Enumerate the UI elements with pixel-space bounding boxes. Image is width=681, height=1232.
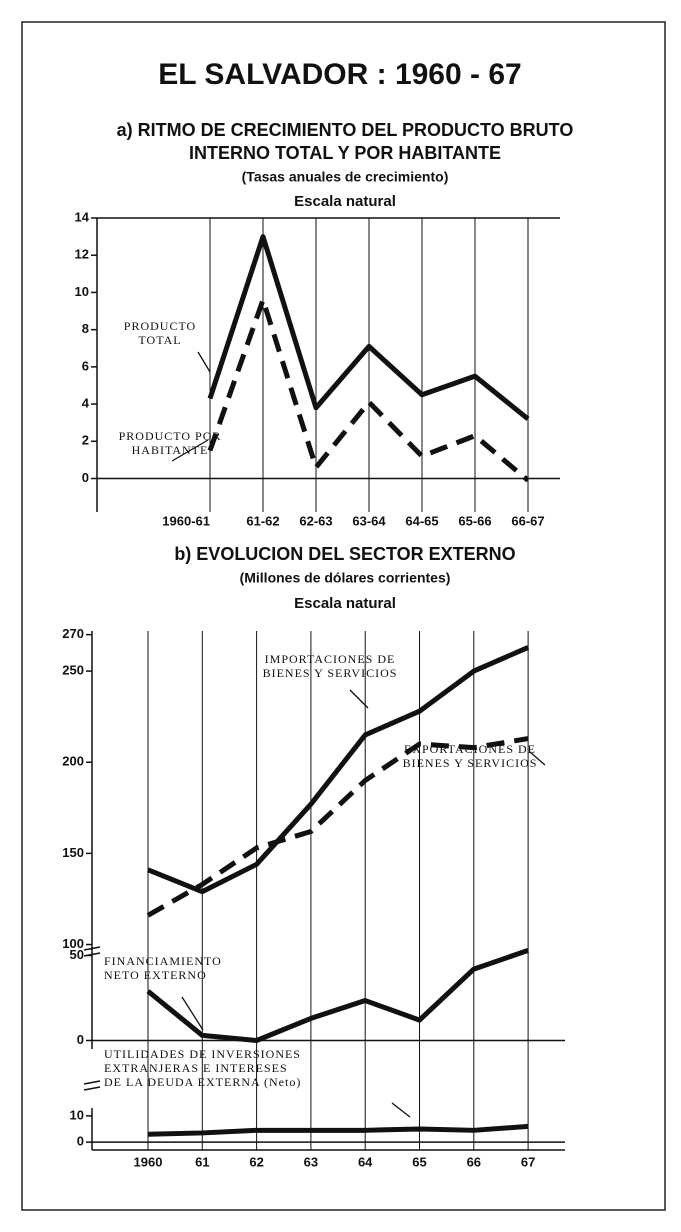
chart-title: a) RITMO DE CRECIMIENTO DEL PRODUCTO BRU… [117, 120, 574, 140]
y-tick-label: 150 [62, 845, 84, 860]
x-tick-label: 65-66 [458, 513, 491, 528]
x-tick-label: 63 [304, 1154, 318, 1169]
x-tick-label: 61-62 [246, 513, 279, 528]
annotation: PRODUCTO [124, 319, 196, 333]
y-tick-label: 0 [77, 1134, 84, 1149]
annotation: FINANCIAMIENTO [104, 954, 222, 968]
frame [21, 21, 666, 1211]
y-tick-label: 8 [82, 321, 89, 336]
annotation: PRODUCTO POR [119, 429, 222, 443]
series-line [147, 645, 530, 895]
series-line [146, 948, 529, 1043]
annotation: HABITANTE [132, 443, 209, 457]
annotation: TOTAL [138, 333, 181, 347]
y-tick-label: 270 [62, 626, 84, 641]
annotation: UTILIDADES DE INVERSIONES [104, 1047, 301, 1061]
chart-title: b) EVOLUCION DEL SECTOR EXTERNO [174, 544, 515, 564]
y-tick-label: 250 [62, 663, 84, 678]
x-tick-label: 1960 [134, 1154, 163, 1169]
y-tick-label: 2 [82, 433, 89, 448]
y-tick-label: 12 [75, 247, 89, 262]
axis-break [83, 1086, 101, 1091]
y-tick-label: 0 [77, 1032, 84, 1047]
y-tick-label: 4 [82, 396, 90, 411]
scale-note: Escala natural [294, 595, 396, 612]
annotation: EXTRANJERAS E INTERESES [104, 1061, 288, 1075]
x-tick-label: 66-67 [511, 513, 544, 528]
axis-break [83, 952, 101, 957]
series-line [146, 736, 529, 918]
annotation: NETO EXTERNO [104, 968, 207, 982]
y-tick-label: 14 [75, 209, 90, 224]
x-tick-label: 64-65 [405, 513, 438, 528]
y-tick-label: 100 [62, 936, 84, 951]
page-title: EL SALVADOR : 1960 - 67 [158, 58, 521, 91]
annotation: BIENES Y SERVICIOS [263, 666, 398, 680]
x-tick-label: 61 [195, 1154, 209, 1169]
y-tick-label: 10 [70, 1107, 84, 1122]
x-tick-label: 1960-61 [162, 513, 210, 528]
annotation: IMPORTACIONES DE [265, 652, 396, 666]
axis-break [83, 946, 101, 951]
x-tick-label: 62-63 [299, 513, 332, 528]
x-tick-label: 67 [521, 1154, 535, 1169]
x-tick-label: 64 [358, 1154, 373, 1169]
scale-note: Escala natural [294, 193, 396, 210]
x-tick-label: 63-64 [352, 513, 386, 528]
x-tick-label: 62 [249, 1154, 263, 1169]
x-tick-label: 65 [412, 1154, 426, 1169]
chart-subtitle: (Tasas anuales de crecimiento) [242, 169, 449, 185]
series-line [207, 234, 530, 421]
annotation: BIENES Y SERVICIOS [403, 756, 538, 770]
chart-subtitle: (Millones de dólares corrientes) [240, 570, 451, 586]
y-tick-label: 200 [62, 754, 84, 769]
y-tick-label: 6 [82, 358, 89, 373]
series-line [147, 1123, 529, 1137]
y-tick-label: 50 [70, 947, 84, 962]
annotation: EXPORTACIONES DE [404, 742, 536, 756]
axis-break [83, 1080, 101, 1085]
annotation: DE LA DEUDA EXTERNA (Neto) [104, 1075, 301, 1089]
chart-title: INTERNO TOTAL Y POR HABITANTE [189, 143, 501, 163]
y-tick-label: 10 [75, 284, 89, 299]
x-tick-label: 66 [467, 1154, 481, 1169]
y-tick-label: 0 [82, 470, 89, 485]
